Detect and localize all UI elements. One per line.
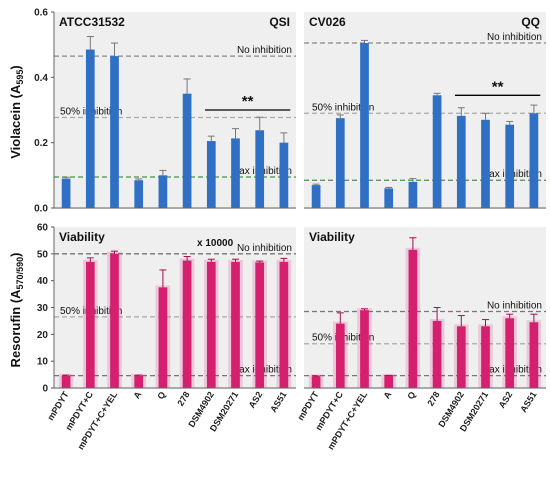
p3-category-label: 278 bbox=[175, 390, 191, 408]
p4-category-label: AS51 bbox=[518, 390, 538, 414]
p4-panel-title: Viability bbox=[309, 230, 355, 244]
p2-bar-1 bbox=[335, 118, 345, 208]
p1-bar-2 bbox=[110, 56, 119, 208]
p4-category-label: mPDYT bbox=[295, 389, 321, 422]
p2-significance-label: ** bbox=[492, 78, 504, 95]
p4-category-label: Q bbox=[405, 390, 417, 401]
y-axis-label-violacein: Violacein (A595) bbox=[8, 65, 25, 159]
p1-bar-9 bbox=[279, 142, 289, 208]
p3-y-tick-label: 0 bbox=[42, 384, 48, 395]
p4-category-label: 278 bbox=[425, 390, 441, 408]
p1-bar-8 bbox=[255, 130, 265, 208]
p1-bar-3 bbox=[134, 180, 144, 208]
p1-bar-1 bbox=[85, 49, 95, 208]
p2-bar-0 bbox=[311, 185, 321, 208]
p2-bar-3 bbox=[384, 188, 394, 208]
p3-y-tick-label: 60 bbox=[37, 223, 49, 234]
p2-bar-8 bbox=[505, 124, 515, 208]
p1-panel-tag: QSI bbox=[269, 15, 290, 29]
p3-bar-3 bbox=[134, 375, 144, 388]
p1-bar-0 bbox=[61, 178, 71, 208]
p4-bar-5 bbox=[432, 320, 442, 388]
p4-bar-9 bbox=[529, 322, 539, 388]
p1-reference-label: No inhibition bbox=[237, 45, 292, 56]
p4-bar-4 bbox=[408, 249, 418, 388]
p3-y-tick-label: 20 bbox=[37, 330, 49, 341]
p1-bar-6 bbox=[206, 141, 216, 208]
p3-bar-6 bbox=[206, 261, 216, 388]
p4-category-label: AS2 bbox=[497, 390, 515, 410]
p3-bar-7 bbox=[231, 261, 240, 388]
p3-y-tick-label: 50 bbox=[37, 249, 49, 260]
p3-bar-9 bbox=[279, 261, 289, 388]
p1-y-tick-label: 0.6 bbox=[34, 8, 48, 19]
p2-panel-title: CV026 bbox=[309, 15, 346, 29]
p1-y-tick-label: 0.4 bbox=[34, 73, 48, 84]
p2-reference-label: 50% inhibition bbox=[312, 102, 374, 113]
p2-reference-label: No inhibition bbox=[487, 32, 542, 43]
p2-bar-9 bbox=[529, 113, 539, 208]
p1-y-tick-label: 0.0 bbox=[34, 204, 48, 215]
p3-y-tick-label: 10 bbox=[37, 357, 49, 368]
scale-note: x 10000 bbox=[197, 238, 234, 249]
p3-y-tick-label: 40 bbox=[37, 276, 49, 287]
p3-category-label: Q bbox=[155, 390, 167, 401]
p3-bar-0 bbox=[61, 375, 71, 388]
p3-bar-4 bbox=[158, 287, 168, 388]
p4-reference-label: No inhibition bbox=[487, 301, 542, 312]
p1-bar-7 bbox=[231, 138, 240, 208]
p1-y-tick-label: 0.2 bbox=[34, 138, 48, 149]
p2-bar-5 bbox=[432, 95, 442, 208]
p2-bar-6 bbox=[456, 115, 466, 208]
p3-bar-2 bbox=[110, 253, 119, 388]
p4-bar-0 bbox=[311, 376, 321, 388]
p4-bar-8 bbox=[505, 318, 515, 388]
p3-category-label: A bbox=[131, 389, 143, 400]
p3-category-label: mPDYT bbox=[45, 389, 71, 422]
p1-panel-title: ATCC31532 bbox=[59, 15, 125, 29]
p4-bar-7 bbox=[481, 326, 490, 388]
p4-bar-1 bbox=[335, 323, 345, 388]
p3-category-label: AS2 bbox=[247, 390, 265, 410]
p1-bar-5 bbox=[182, 93, 192, 208]
p3-bar-1 bbox=[85, 261, 95, 388]
p4-bar-3 bbox=[384, 375, 394, 388]
p3-panel-title: Viability bbox=[59, 230, 105, 244]
p2-bar-7 bbox=[481, 119, 490, 208]
p4-category-label: A bbox=[381, 389, 393, 400]
p3-bar-5 bbox=[182, 260, 192, 388]
p4-bar-6 bbox=[456, 326, 466, 388]
y-axis-label-resorufin: Resorufin (A570/590) bbox=[8, 253, 25, 368]
p4-bar-2 bbox=[360, 310, 369, 388]
p2-bar-4 bbox=[408, 181, 418, 208]
p3-y-tick-label: 30 bbox=[37, 303, 49, 314]
p1-significance-label: ** bbox=[242, 93, 254, 110]
p3-reference-label: No inhibition bbox=[237, 243, 292, 254]
p3-category-label: AS51 bbox=[268, 390, 288, 414]
p1-bar-4 bbox=[158, 175, 168, 208]
p2-bar-2 bbox=[360, 43, 369, 209]
p2-panel-tag: QQ bbox=[521, 15, 540, 29]
p3-bar-8 bbox=[255, 262, 265, 388]
